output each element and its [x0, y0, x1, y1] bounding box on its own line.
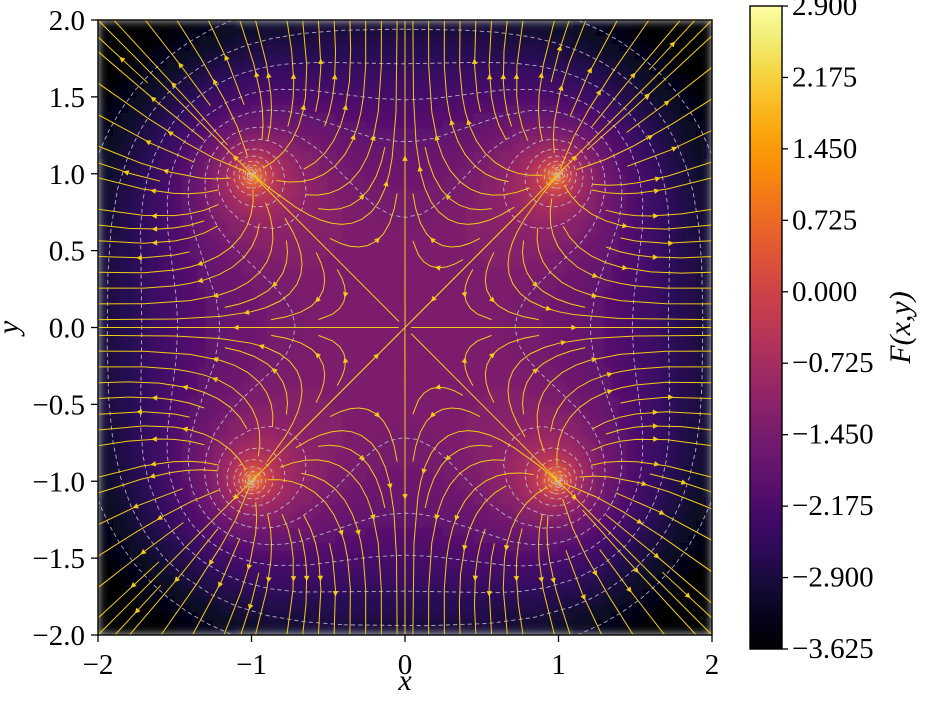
svg-text:−2.0: −2.0: [32, 620, 85, 652]
svg-text:−3.625: −3.625: [792, 633, 874, 665]
svg-text:2.0: 2.0: [49, 5, 85, 37]
svg-text:y: y: [0, 320, 25, 337]
svg-text:0.000: 0.000: [792, 276, 857, 308]
svg-text:2.175: 2.175: [792, 61, 857, 93]
svg-text:2.900: 2.900: [792, 0, 857, 22]
svg-text:−2.175: −2.175: [792, 490, 874, 522]
svg-text:−2.900: −2.900: [792, 562, 874, 594]
svg-text:−1: −1: [236, 649, 267, 681]
svg-text:1: 1: [551, 649, 566, 681]
svg-text:−0.725: −0.725: [792, 347, 874, 379]
svg-text:1.0: 1.0: [49, 159, 85, 191]
svg-text:0.0: 0.0: [49, 313, 85, 345]
svg-text:F(x,y): F(x,y): [884, 291, 917, 364]
svg-text:0.725: 0.725: [792, 204, 857, 236]
svg-text:−0.5: −0.5: [32, 389, 85, 421]
svg-text:−2: −2: [83, 649, 114, 681]
svg-text:x: x: [397, 664, 412, 697]
svg-text:0.5: 0.5: [49, 236, 85, 268]
svg-text:−1.5: −1.5: [32, 543, 85, 575]
svg-text:1.450: 1.450: [792, 133, 857, 165]
svg-text:1.5: 1.5: [49, 82, 85, 114]
svg-text:−1.0: −1.0: [32, 466, 85, 498]
svg-text:−1.450: −1.450: [792, 419, 874, 451]
svg-text:2: 2: [705, 649, 720, 681]
